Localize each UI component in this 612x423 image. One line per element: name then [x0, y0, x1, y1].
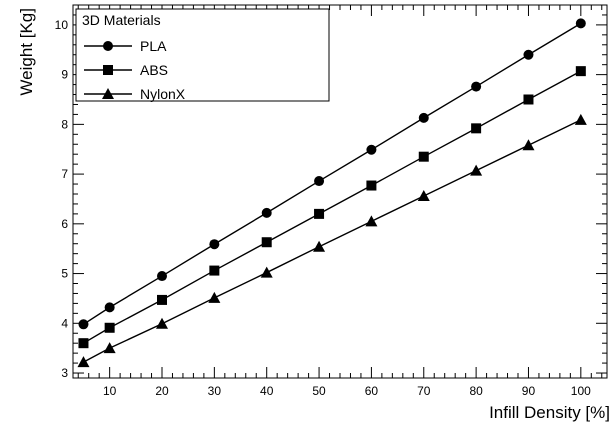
data-point: [366, 144, 377, 155]
data-point: [523, 49, 534, 60]
legend-marker: [102, 88, 114, 99]
data-point: [471, 123, 482, 134]
data-point: [77, 356, 90, 368]
legend-entry-label: NylonX: [140, 86, 186, 102]
legend-title: 3D Materials: [82, 12, 161, 28]
y-tick-label: 3: [61, 366, 68, 380]
x-tick-label: 90: [522, 384, 536, 398]
x-tick-label: 10: [103, 384, 117, 398]
legend: 3D Materials PLA ABS NylonX: [75, 8, 330, 102]
y-tick-label: 5: [61, 267, 68, 281]
data-point: [261, 237, 272, 248]
series-pla: [78, 18, 586, 330]
x-tick-label: 20: [155, 384, 169, 398]
data-point: [418, 151, 429, 162]
data-point: [78, 319, 89, 330]
y-tick-label: 4: [61, 316, 68, 330]
data-point: [470, 164, 483, 176]
series-nylonx: [77, 113, 587, 368]
data-point: [209, 239, 220, 250]
data-point: [522, 139, 535, 151]
x-tick-label: 40: [260, 384, 274, 398]
y-tick-label: 8: [61, 117, 68, 131]
x-tick-label: 60: [365, 384, 379, 398]
data-point: [418, 112, 429, 123]
x-tick-label: 70: [417, 384, 431, 398]
legend-marker: [103, 65, 113, 75]
data-point: [471, 81, 482, 92]
y-tick-label: 9: [61, 68, 68, 82]
data-point: [314, 208, 325, 219]
data-point: [209, 265, 220, 276]
series-abs: [78, 66, 586, 349]
data-point: [103, 342, 116, 354]
legend-entry-label: ABS: [140, 62, 168, 78]
data-point: [417, 189, 430, 201]
data-point: [261, 207, 272, 218]
data-point: [365, 215, 378, 227]
y-axis-label: Weight [Kg]: [17, 8, 36, 96]
data-point: [157, 271, 167, 282]
legend-entry-label: PLA: [140, 38, 167, 54]
data-point: [156, 317, 168, 329]
legend-box: [75, 8, 330, 102]
series-group: [77, 18, 587, 368]
axis-ticks: 10 20 30 40 50 60 70 80 90 100 3 4 5 6 7 8 9 10: [55, 5, 607, 398]
data-point: [574, 113, 587, 125]
y-tick-label: 7: [61, 167, 68, 181]
x-tick-label: 50: [312, 384, 326, 398]
x-axis-label: Infill Density [%]: [489, 403, 610, 422]
data-point: [104, 302, 115, 313]
data-point: [208, 291, 221, 303]
x-tick-label: 30: [208, 384, 222, 398]
data-point: [575, 66, 586, 77]
data-point: [260, 266, 273, 278]
data-point: [523, 94, 534, 105]
legend-marker: [103, 41, 113, 51]
data-point: [78, 338, 89, 349]
x-tick-label: 100: [571, 384, 591, 398]
data-point: [366, 180, 377, 191]
y-tick-label: 6: [61, 217, 68, 231]
x-tick-label: 80: [469, 384, 483, 398]
data-point: [314, 176, 325, 187]
data-point: [104, 322, 115, 333]
data-point: [575, 18, 586, 29]
data-point: [157, 294, 167, 305]
data-point: [313, 240, 326, 252]
y-tick-label: 10: [55, 18, 69, 32]
